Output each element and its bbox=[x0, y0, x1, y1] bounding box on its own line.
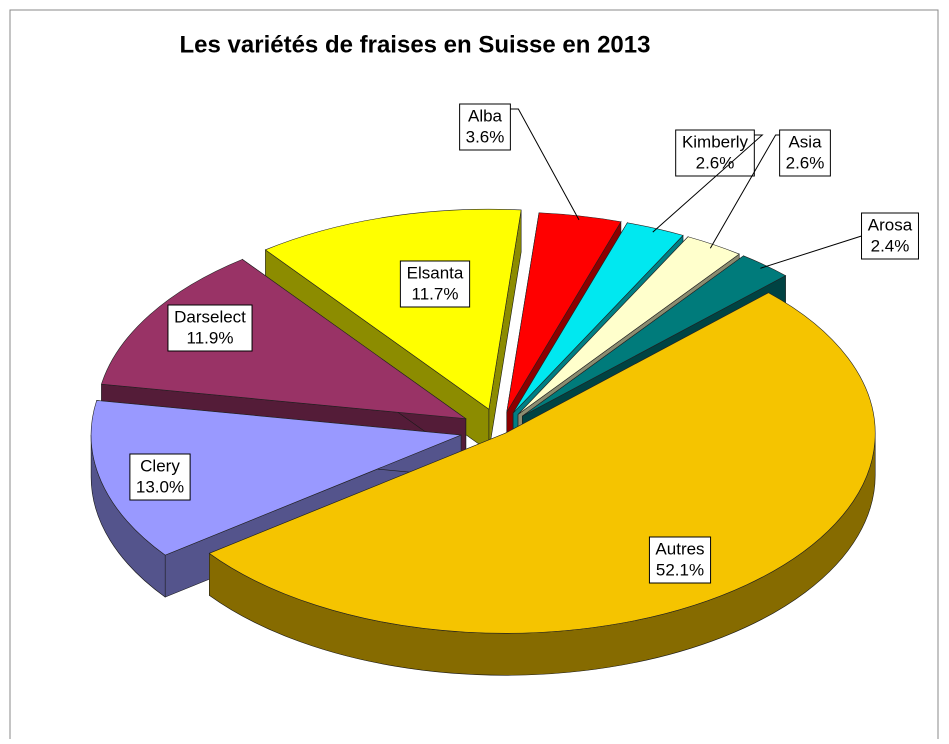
label-box bbox=[648, 536, 712, 584]
label-box bbox=[675, 129, 755, 177]
label-category: Elsanta bbox=[407, 263, 464, 282]
slice bbox=[522, 255, 787, 417]
label-value: 11.7% bbox=[412, 284, 459, 303]
label-box bbox=[779, 129, 831, 177]
slice bbox=[101, 259, 467, 420]
slice bbox=[512, 222, 684, 414]
leader-line bbox=[510, 108, 580, 221]
label-category: Clery bbox=[140, 456, 180, 475]
label-value: 3.6% bbox=[466, 127, 505, 146]
data-label: Asia 2.6% bbox=[779, 129, 831, 177]
label-category: Darselect bbox=[174, 307, 246, 326]
data-label: Darselect 11.9% bbox=[167, 304, 253, 352]
label-value: 13.0% bbox=[136, 477, 184, 496]
label-category: Kimberly bbox=[682, 132, 749, 151]
label-value: 11.9% bbox=[187, 328, 234, 347]
slice bbox=[506, 212, 622, 413]
slices bbox=[90, 208, 876, 676]
label-category: Autres bbox=[655, 539, 704, 558]
leader-line bbox=[760, 235, 862, 269]
data-label: Autres 52.1% bbox=[648, 536, 712, 584]
slice-side-shade bbox=[209, 433, 876, 676]
leader-line bbox=[709, 134, 780, 249]
label-value: 2.4% bbox=[871, 236, 910, 255]
label-box bbox=[399, 260, 471, 308]
slice-side-shade bbox=[488, 209, 522, 452]
label-box bbox=[459, 103, 511, 151]
data-label: Clery 13.0% bbox=[129, 453, 191, 501]
labels: Alba 3.6% Kimberly 2.6% Asia 2.6% Arosa 2.4% Aut… bbox=[129, 103, 919, 584]
slice bbox=[90, 400, 462, 556]
slice-side-shade bbox=[91, 435, 166, 598]
label-value: 52.1% bbox=[656, 560, 704, 579]
data-label: Arosa 2.4% bbox=[861, 212, 919, 260]
label-category: Arosa bbox=[868, 215, 913, 234]
label-box bbox=[129, 453, 191, 501]
label-value: 2.6% bbox=[786, 153, 825, 172]
label-value: 2.6% bbox=[696, 153, 735, 172]
data-label: Elsanta 11.7% bbox=[399, 260, 471, 308]
data-label: Alba 3.6% bbox=[459, 103, 511, 151]
data-label: Kimberly 2.6% bbox=[675, 129, 755, 177]
slice bbox=[264, 208, 522, 410]
label-category: Asia bbox=[788, 132, 822, 151]
chart-title: Les variétés de fraises en Suisse en 201… bbox=[180, 31, 651, 58]
label-category: Alba bbox=[468, 106, 503, 125]
label-box bbox=[167, 304, 253, 352]
leader-line bbox=[652, 134, 764, 233]
label-box bbox=[861, 212, 919, 260]
slice bbox=[517, 236, 740, 415]
